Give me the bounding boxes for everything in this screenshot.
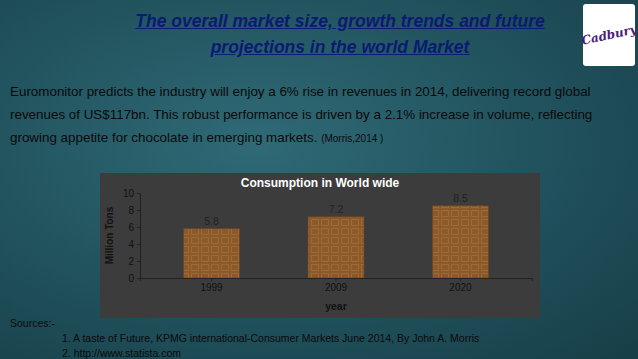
citation: (Morris,2014 ) [321,133,383,144]
x-tick: 2009 [325,278,348,293]
bar [184,229,240,278]
y-tick: 8 [128,205,140,216]
x-tick-label: 2020 [449,282,472,293]
data-label: 5.8 [204,215,219,227]
y-tick-mark [137,244,140,245]
x-tick: 2020 [449,278,472,293]
x-tick-mark [211,278,212,281]
y-tick-label: 6 [128,222,134,233]
x-axis-line [141,279,533,282]
y-axis: 0 2 4 6 8 10 [123,188,141,284]
y-tick-mark [137,227,140,228]
chart-background [100,173,540,318]
x-tick-mark [460,278,461,281]
bar [308,217,364,278]
data-label: 8.5 [453,192,468,204]
y-axis-title: Million Tons [104,206,115,264]
y-axis-line [137,194,141,279]
source-item: 1. A taste of Future, KPMG international… [10,331,635,346]
y-tick: 10 [123,188,140,199]
y-tick-mark [137,193,140,194]
y-tick-mark [137,210,140,211]
chart-svg: 0 2 4 6 8 10 1999 2009 2020 5.8 7.2 8.5 Consumption … [100,173,540,318]
x-tick-mark [336,278,337,281]
sources: Sources:-1. A taste of Future, KPMG inte… [10,316,635,359]
chart: 0 2 4 6 8 10 1999 2009 2020 5.8 7.2 8.5 Consumption … [100,173,540,322]
source-item: 2. http://www.statista.com [10,346,635,359]
x-tick-label: 2009 [325,282,348,293]
y-tick: 6 [128,222,140,233]
paragraph: Euromonitor predicts the industry will e… [10,80,635,150]
x-tick-label: 1999 [200,282,223,293]
paragraph-text: Euromonitor predicts the industry will e… [10,84,592,145]
y-tick-label: 10 [123,188,135,199]
data-label: 7.2 [329,203,344,215]
bar [432,206,488,278]
x-axis-title: year [325,300,347,312]
x-tick: 1999 [200,278,223,293]
y-tick-label: 0 [128,273,134,284]
chart-title: Consumption in World wide [241,176,400,190]
y-tick-label: 8 [128,205,134,216]
sources-label: Sources:- [10,316,635,331]
y-tick-mark [137,278,140,279]
y-tick-label: 2 [128,256,134,267]
x-axis: 1999 2009 2020 [141,278,533,293]
logo: Cadbury [583,4,635,66]
y-tick: 4 [128,239,140,250]
y-tick-label: 4 [128,239,134,250]
y-tick-mark [137,261,140,262]
logo-text: Cadbury [580,22,638,47]
y-tick: 0 [128,273,140,284]
bars [184,206,489,278]
slide-title: The overall market size, growth trends a… [100,8,580,60]
y-tick: 2 [128,256,140,267]
